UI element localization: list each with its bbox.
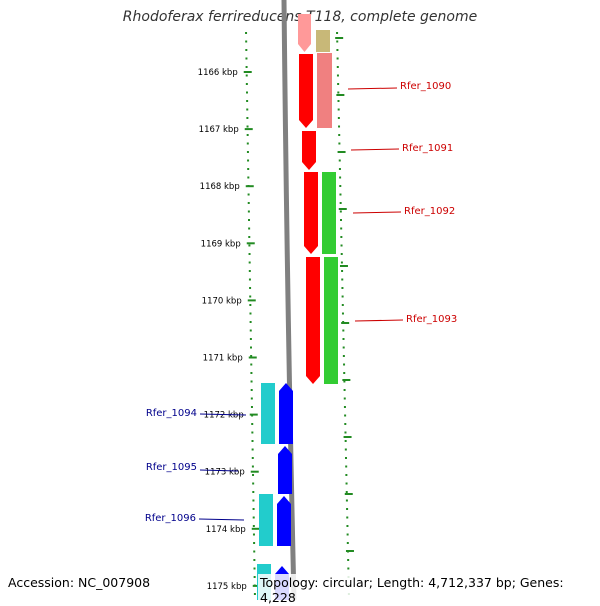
cds-arrow-reverse xyxy=(277,496,291,546)
ruler-label: 1171 kbp xyxy=(203,354,243,364)
ruler-label: 1174 kbp xyxy=(206,525,246,535)
gene-label: Rfer_1090 xyxy=(400,81,451,92)
cds-arrow-forward xyxy=(304,172,318,254)
gene-leader-line xyxy=(350,148,400,151)
gene-label: Rfer_1096 xyxy=(145,513,196,524)
ruler-label: 1167 kbp xyxy=(199,125,239,135)
cds-arrow-reverse xyxy=(279,383,293,444)
feature-track xyxy=(257,14,338,600)
cog-bar xyxy=(322,172,336,254)
ruler: 1166 kbp 1167 kbp 1168 kbp 1169 kbp 1170 kbp… xyxy=(198,68,261,592)
gene-label: Rfer_1092 xyxy=(404,206,455,217)
gene-leader-line xyxy=(198,518,245,521)
genome-summary: Topology: circular; Length: 4,712,337 bp… xyxy=(258,574,600,606)
gene-leader-line xyxy=(352,211,402,214)
scale-ticks xyxy=(245,32,354,595)
gene-leader-line xyxy=(199,413,247,416)
ruler-label: 1172 kbp xyxy=(204,411,244,421)
gene-leader-line xyxy=(199,469,239,472)
cog-bar xyxy=(317,53,332,128)
backbone-line xyxy=(281,0,297,600)
gene-leader-line xyxy=(354,319,404,322)
genome-backbone xyxy=(281,0,297,600)
cog-bar xyxy=(261,383,275,444)
cds-arrow-forward xyxy=(299,54,313,128)
ruler-label: 1169 kbp xyxy=(201,239,241,249)
cog-bar xyxy=(316,30,330,52)
ruler-label: 1168 kbp xyxy=(200,182,240,192)
cds-arrow-forward xyxy=(302,131,316,170)
cog-bar xyxy=(259,494,273,546)
accession-label: Accession: NC_007908 xyxy=(6,574,153,591)
ruler-label: 1170 kbp xyxy=(202,296,242,306)
gene-label: Rfer_1091 xyxy=(402,143,453,154)
ruler-label: 1173 kbp xyxy=(205,468,245,478)
cds-arrow-forward xyxy=(298,14,311,52)
ruler-label: 1166 kbp xyxy=(198,68,238,78)
cds-arrow-reverse xyxy=(278,446,292,494)
gene-labels: Rfer_1090 Rfer_1091 Rfer_1092 Rfer_1093 Rfer… xyxy=(145,81,457,524)
gene-label: Rfer_1094 xyxy=(146,408,197,419)
gene-label: Rfer_1093 xyxy=(406,314,457,325)
cog-bar xyxy=(324,257,338,384)
gene-leader-line xyxy=(347,87,398,90)
cds-arrow-forward xyxy=(306,257,320,384)
ruler-label: 1175 kbp xyxy=(207,582,247,592)
gene-label: Rfer_1095 xyxy=(146,462,197,473)
